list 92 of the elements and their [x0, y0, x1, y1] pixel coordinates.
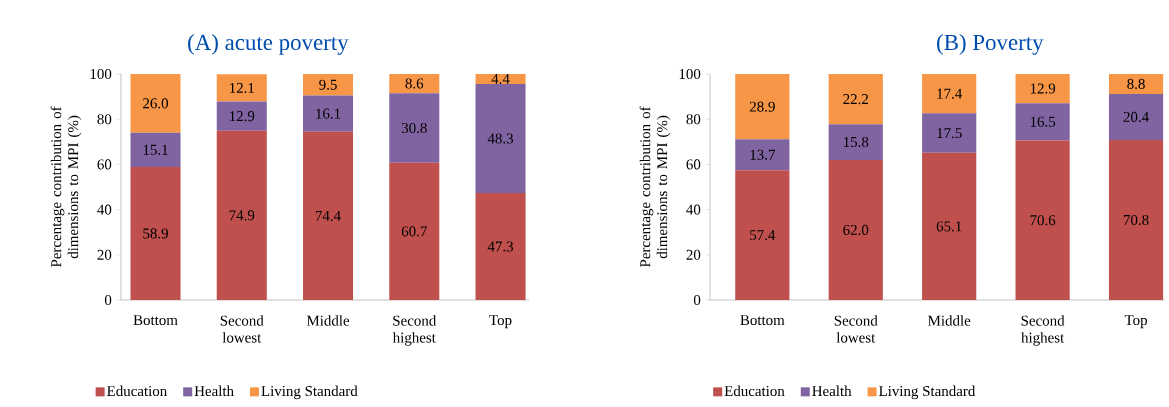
bar [303, 74, 354, 96]
bar [828, 74, 883, 125]
data-label: 16.1 [316, 108, 341, 119]
legend-label: Health [812, 385, 852, 397]
y-tick-label: 60 [686, 159, 701, 170]
bar [735, 74, 790, 140]
legend-label: Education [724, 385, 785, 397]
data-label: 70.8 [1123, 214, 1149, 226]
bar [475, 193, 526, 300]
x-tick-label: Second lowest [834, 315, 878, 343]
data-label: 15.8 [844, 136, 869, 148]
x-tick-label: Second lowest [220, 315, 264, 343]
bar [1108, 139, 1164, 300]
legend-label: Living Standard [261, 385, 358, 400]
bar [1015, 103, 1070, 141]
bar [303, 95, 354, 132]
bar [735, 170, 790, 300]
data-label: 62.0 [843, 224, 869, 236]
legend-label: Living Standard [879, 385, 976, 400]
data-label: 17.5 [937, 128, 962, 139]
y-tick-label: 20 [97, 249, 112, 260]
data-label: 8.8 [1127, 78, 1145, 90]
bar [922, 113, 977, 153]
bar [1015, 74, 1070, 104]
bar [303, 131, 354, 300]
data-label: 74.9 [229, 210, 255, 221]
y-tick-label: 80 [686, 114, 701, 125]
bar [389, 93, 440, 163]
data-label: 12.9 [1030, 83, 1056, 94]
data-label: 12.9 [230, 111, 255, 122]
x-tick-label: Top [489, 315, 512, 329]
x-tick-label: Middle [306, 315, 350, 326]
x-tick-label: Top [1124, 315, 1147, 329]
x-tick-label: Middle [928, 315, 971, 326]
data-label: 15.1 [143, 144, 168, 155]
data-label: 48.3 [487, 133, 514, 144]
data-label: 57.4 [750, 230, 776, 241]
legend-label: Education [107, 385, 167, 397]
data-label: 65.1 [936, 221, 962, 232]
bar [389, 74, 440, 94]
y-tick-label: 100 [679, 68, 701, 80]
bar [922, 74, 977, 114]
y-tick-label: 0 [104, 294, 112, 306]
data-label: 12.1 [230, 82, 254, 93]
bar [130, 74, 181, 133]
bar [1015, 140, 1070, 300]
bar [475, 74, 526, 84]
x-tick-label: Second highest [392, 315, 437, 346]
bar [475, 83, 526, 194]
bar [216, 101, 267, 131]
bar [735, 139, 790, 171]
legend-label: Health [194, 385, 234, 397]
data-label: 26.0 [143, 98, 169, 109]
x-tick-label: Bottom [133, 315, 178, 326]
bar [922, 152, 977, 300]
bar [828, 124, 883, 160]
bar [216, 130, 267, 300]
data-label: 74.4 [315, 210, 341, 221]
data-label: 8.6 [405, 78, 424, 89]
chart-title: (B) Poverty [937, 33, 1044, 55]
bar [130, 166, 181, 300]
x-tick-label: Bottom [740, 315, 785, 326]
data-label: 4.4 [491, 73, 510, 84]
bar [389, 162, 440, 300]
data-label: 47.3 [487, 241, 514, 252]
y-tick-label: 100 [90, 68, 112, 80]
y-tick-label: 40 [686, 204, 701, 215]
bar [216, 74, 267, 102]
bar [1108, 93, 1164, 140]
bar [130, 132, 181, 167]
data-label: 16.5 [1030, 116, 1056, 127]
y-tick-label: 60 [97, 159, 112, 170]
data-label: 58.9 [143, 228, 168, 239]
chart-title: (A) acute poverty [188, 33, 349, 55]
y-axis-title: Percentage contribution of dimensions to MPI (%) [639, 106, 671, 268]
data-label: 9.5 [319, 79, 337, 90]
data-label: 13.7 [750, 149, 775, 160]
data-label: 20.4 [1123, 111, 1149, 123]
data-label: 28.9 [749, 101, 775, 112]
y-axis-title: Percentage contribution of dimensions to MPI (%) [50, 106, 82, 268]
y-tick-label: 80 [97, 114, 112, 125]
y-tick-label: 40 [97, 204, 112, 215]
y-tick-label: 0 [693, 294, 701, 306]
data-label: 70.6 [1030, 215, 1056, 226]
data-label: 30.8 [401, 122, 427, 134]
data-label: 60.7 [401, 226, 427, 237]
y-tick-label: 20 [686, 249, 701, 260]
bar [828, 159, 883, 300]
x-tick-label: Second highest [1021, 315, 1065, 346]
bar [1108, 74, 1164, 94]
data-label: 17.4 [937, 88, 963, 99]
data-label: 22.2 [843, 94, 869, 105]
